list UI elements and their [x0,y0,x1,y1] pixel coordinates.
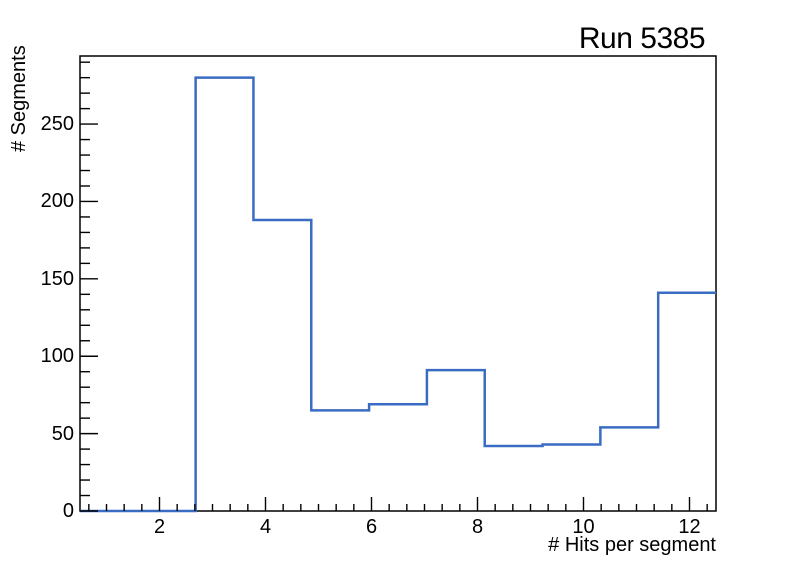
x-tick-label: 6 [365,516,378,538]
x-tick-label: 2 [153,516,166,538]
x-axis-title: # Hits per segment [548,534,716,556]
y-tick-label: 150 [40,267,74,290]
plot-frame [79,55,717,512]
y-tick-label: 200 [40,190,74,213]
histogram-line [80,76,716,513]
x-tick-label: 4 [259,516,272,538]
y-tick-label: 100 [40,345,74,368]
y-tick-label: 50 [51,422,74,445]
y-tick-label: 250 [40,113,74,136]
x-tick-label: 8 [471,516,484,538]
x-tick-label: 10 [572,516,595,538]
chart-title: Run 5385 [578,22,706,55]
x-tick-label: 12 [678,516,701,538]
y-tick-label: 0 [62,500,74,522]
